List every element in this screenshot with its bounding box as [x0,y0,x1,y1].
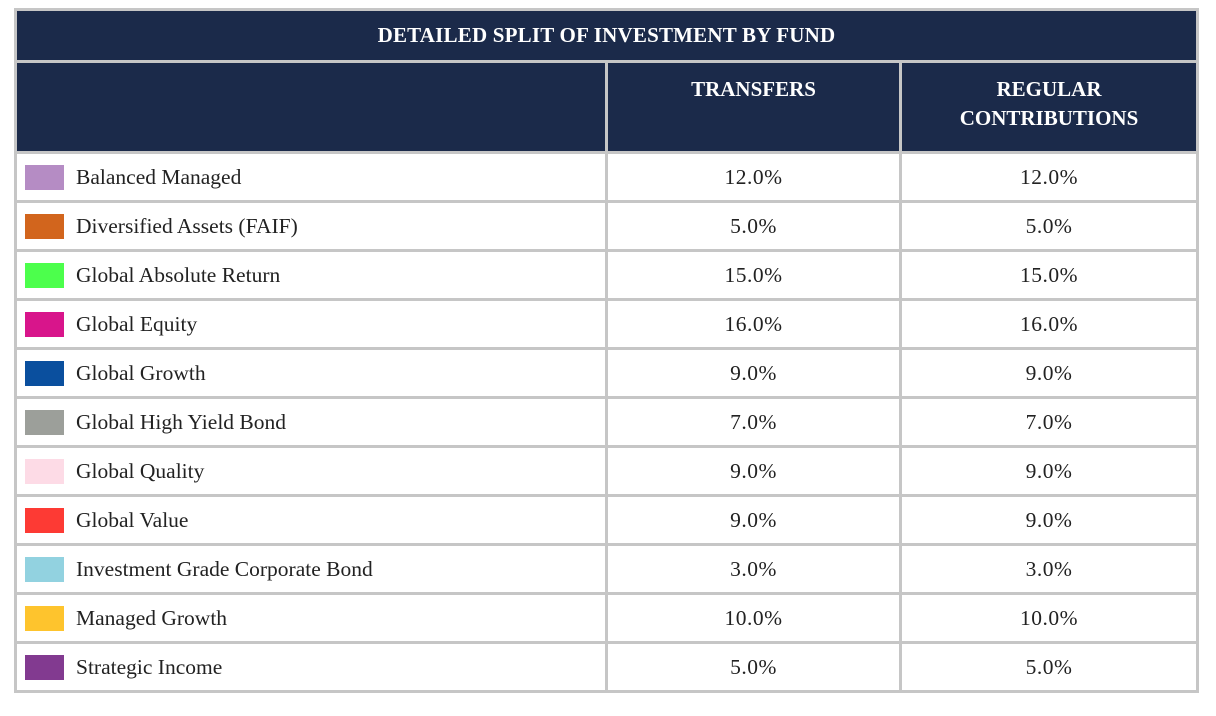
investment-split-table-container: DETAILED SPLIT OF INVESTMENT BY FUND TRA… [14,8,1199,693]
fund-color-swatch [25,311,64,337]
table-row: Investment Grade Corporate Bond 3.0% 3.0% [14,543,1199,595]
fund-color-swatch [25,409,64,435]
fund-cell: Strategic Income [14,641,608,693]
table-title-row: DETAILED SPLIT OF INVESTMENT BY FUND [14,8,1199,63]
fund-color-swatch [25,360,64,386]
regular-contributions-value: 9.0% [899,445,1199,497]
fund-cell: Balanced Managed [14,151,608,203]
table-row: Global High Yield Bond 7.0% 7.0% [14,396,1199,448]
transfers-value: 9.0% [605,347,902,399]
transfers-value: 3.0% [605,543,902,595]
table-row: Managed Growth 10.0% 10.0% [14,592,1199,644]
regular-contributions-value: 3.0% [899,543,1199,595]
fund-name: Diversified Assets (FAIF) [76,213,298,238]
fund-color-swatch [25,164,64,190]
regular-contributions-value: 7.0% [899,396,1199,448]
table-row: Global Equity 16.0% 16.0% [14,298,1199,350]
fund-name: Global Equity [76,311,198,336]
transfers-value: 9.0% [605,494,902,546]
fund-cell: Global Value [14,494,608,546]
fund-name: Managed Growth [76,605,228,630]
fund-name: Global Quality [76,458,205,483]
fund-color-swatch [25,458,64,484]
table-title: DETAILED SPLIT OF INVESTMENT BY FUND [14,8,1199,63]
transfers-value: 15.0% [605,249,902,301]
regular-contributions-value: 16.0% [899,298,1199,350]
regular-contributions-value: 10.0% [899,592,1199,644]
fund-name: Investment Grade Corporate Bond [76,556,373,581]
transfers-value: 12.0% [605,151,902,203]
fund-column-header [14,60,608,154]
fund-name: Global Absolute Return [76,262,281,287]
table-row: Global Growth 9.0% 9.0% [14,347,1199,399]
table-row: Global Absolute Return 15.0% 15.0% [14,249,1199,301]
fund-color-swatch [25,654,64,680]
fund-cell: Global High Yield Bond [14,396,608,448]
fund-color-swatch [25,262,64,288]
fund-cell: Diversified Assets (FAIF) [14,200,608,252]
transfers-value: 16.0% [605,298,902,350]
table-row: Balanced Managed 12.0% 12.0% [14,151,1199,203]
fund-cell: Global Quality [14,445,608,497]
fund-cell: Investment Grade Corporate Bond [14,543,608,595]
table-row: Diversified Assets (FAIF) 5.0% 5.0% [14,200,1199,252]
fund-name: Global Growth [76,360,206,385]
regular-contributions-value: 9.0% [899,347,1199,399]
transfers-value: 5.0% [605,641,902,693]
regular-contributions-column-header: REGULAR CONTRIBUTIONS [899,60,1199,154]
regular-contributions-value: 5.0% [899,200,1199,252]
fund-name: Global High Yield Bond [76,409,287,434]
transfers-value: 5.0% [605,200,902,252]
fund-name: Global Value [76,507,189,532]
table-row: Strategic Income 5.0% 5.0% [14,641,1199,693]
regular-contributions-value: 15.0% [899,249,1199,301]
fund-cell: Global Equity [14,298,608,350]
transfers-value: 9.0% [605,445,902,497]
fund-name: Strategic Income [76,654,223,679]
fund-name: Balanced Managed [76,164,242,189]
fund-cell: Managed Growth [14,592,608,644]
fund-cell: Global Growth [14,347,608,399]
fund-color-swatch [25,605,64,631]
fund-cell: Global Absolute Return [14,249,608,301]
fund-color-swatch [25,556,64,582]
fund-color-swatch [25,213,64,239]
fund-color-swatch [25,507,64,533]
transfers-value: 10.0% [605,592,902,644]
regular-contributions-value: 5.0% [899,641,1199,693]
column-header-row: TRANSFERS REGULAR CONTRIBUTIONS [14,60,1199,154]
regular-contributions-value: 9.0% [899,494,1199,546]
investment-split-table: DETAILED SPLIT OF INVESTMENT BY FUND TRA… [14,8,1199,693]
transfers-column-header: TRANSFERS [605,60,902,154]
table-row: Global Value 9.0% 9.0% [14,494,1199,546]
transfers-value: 7.0% [605,396,902,448]
regular-contributions-value: 12.0% [899,151,1199,203]
table-row: Global Quality 9.0% 9.0% [14,445,1199,497]
